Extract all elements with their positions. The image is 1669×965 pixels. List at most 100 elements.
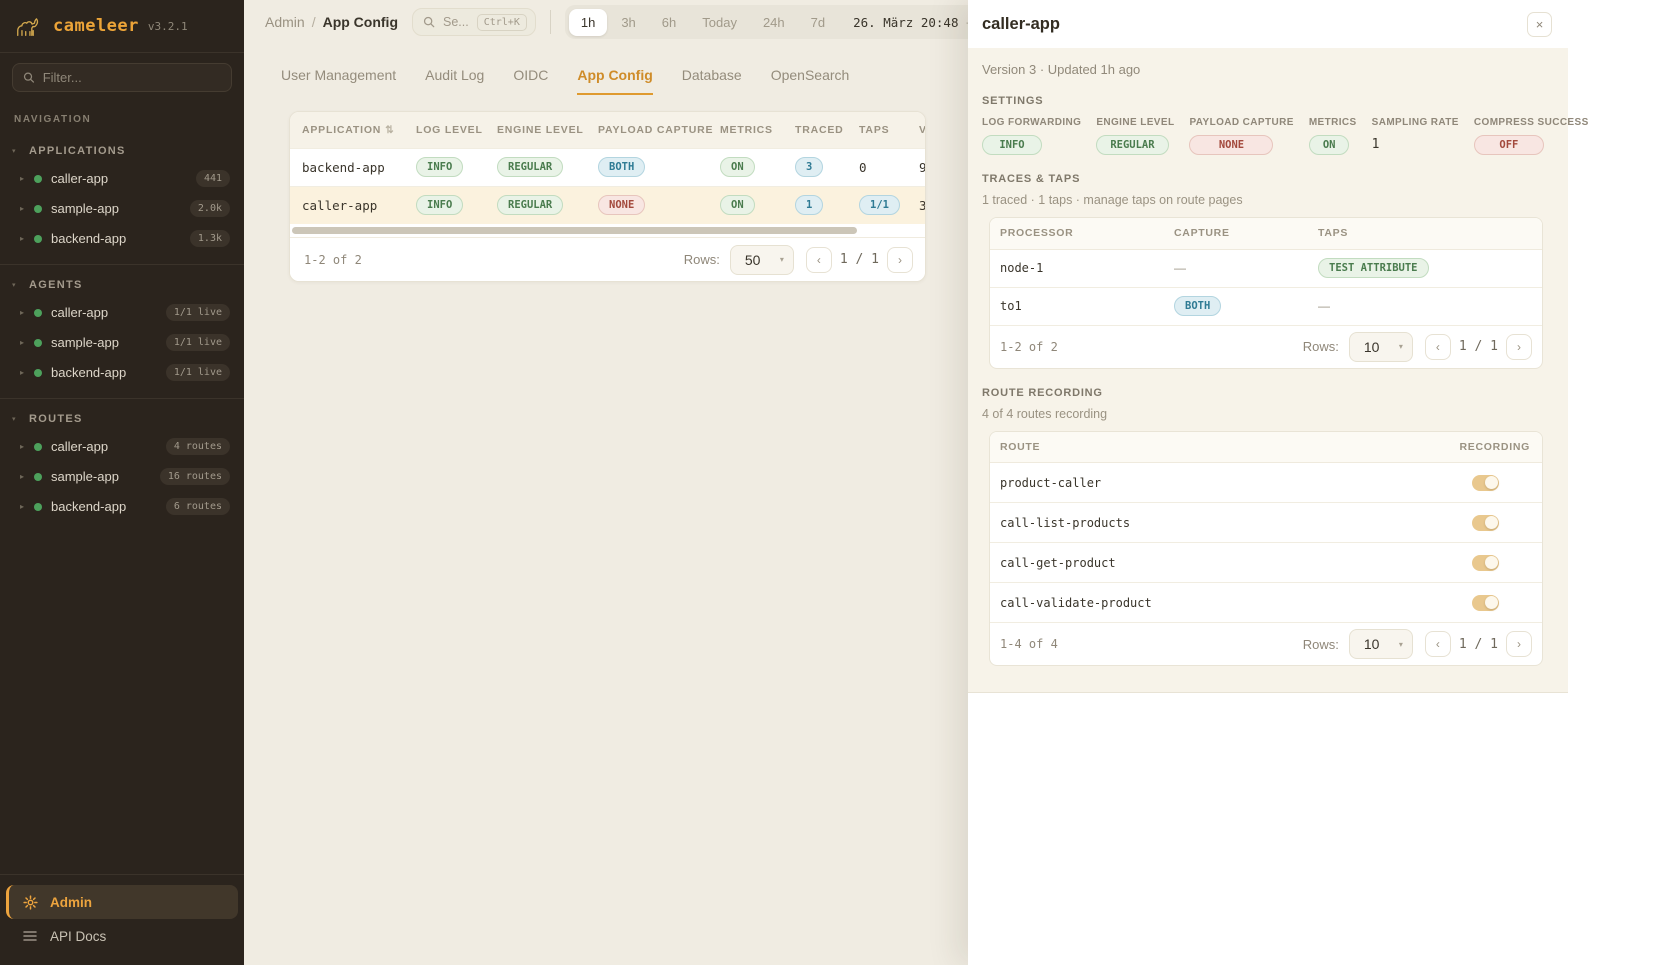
item-label: sample-app [51, 201, 119, 216]
sidebar-item-applications-caller-app[interactable]: ▸ caller-app 441 [0, 164, 244, 194]
next-page-button[interactable]: › [1506, 631, 1532, 657]
tab-database[interactable]: Database [681, 67, 742, 83]
col-application[interactable]: APPLICATION ⇅ [290, 112, 404, 148]
chevron-right-icon[interactable]: ▸ [20, 472, 25, 481]
time-range-24h[interactable]: 24h [751, 9, 797, 36]
field-label: ENGINE LEVEL [1096, 117, 1175, 128]
prev-page-button[interactable]: ‹ [1424, 631, 1451, 657]
col-recording: RECORDING [1412, 431, 1542, 463]
item-label: caller-app [51, 439, 109, 454]
recording-toggle[interactable] [1472, 474, 1499, 491]
sidebar-item-agents-caller-app[interactable]: ▸ caller-app 1/1 live [0, 298, 244, 328]
sidebar-footer: Admin API Docs [0, 874, 244, 965]
page-indicator: 1 / 1 [1458, 636, 1498, 652]
field-label: LOG FORWARDING [982, 117, 1082, 128]
col-route: ROUTE [990, 431, 1412, 463]
taps-badge: 1/1 [859, 195, 900, 216]
prev-page-button[interactable]: ‹ [1424, 333, 1451, 360]
sidebar-item-applications-sample-app[interactable]: ▸ sample-app 2.0k [0, 194, 244, 224]
panel-header: caller-app × [968, 0, 1568, 48]
traced-badge: 1 [795, 195, 824, 216]
sidebar-item-routes-backend-app[interactable]: ▸ backend-app 6 routes [0, 492, 244, 522]
table-row-to1[interactable]: to1 BOTH — [990, 287, 1542, 326]
item-label: backend-app [51, 231, 127, 246]
tab-oidc[interactable]: OIDC [513, 67, 549, 83]
rows-per-page-value: 10 [1363, 338, 1380, 355]
detail-panel: caller-app × Version 3 · Updated 1h ago … [968, 0, 1669, 965]
section-header-agents[interactable]: ▾ AGENTS [0, 273, 244, 298]
chevron-right-icon[interactable]: ▸ [20, 234, 25, 243]
sidebar-item-applications-backend-app[interactable]: ▸ backend-app 1.3k [0, 224, 244, 254]
chevron-right-icon[interactable]: ▸ [20, 368, 25, 377]
sidebar-item-agents-backend-app[interactable]: ▸ backend-app 1/1 live [0, 358, 244, 388]
next-page-button[interactable]: › [887, 246, 913, 273]
tab-app-config[interactable]: App Config [577, 67, 653, 95]
table-row-backend-app[interactable]: backend-app INFO REGULAR BOTH ON 3 0 9 [290, 147, 925, 186]
page-indicator: 1 / 1 [1458, 339, 1498, 354]
table-row-product-caller[interactable]: product-caller [990, 462, 1542, 503]
time-range-3h[interactable]: 3h [609, 9, 647, 36]
section-header-applications[interactable]: ▾ APPLICATIONS [0, 139, 244, 164]
section-header-routes[interactable]: ▾ ROUTES [0, 407, 244, 432]
cell-version: 9 [907, 147, 925, 186]
breadcrumb-separator: / [311, 14, 316, 30]
col-log-level: LOG LEVEL [404, 112, 485, 148]
sidebar-item-api-docs[interactable]: API Docs [6, 919, 238, 953]
chevron-right-icon[interactable]: ▸ [20, 502, 25, 511]
prev-page-button[interactable]: ‹ [805, 246, 832, 273]
tab-audit-log[interactable]: Audit Log [425, 67, 485, 83]
tab-user-management[interactable]: User Management [281, 67, 397, 83]
sort-icon[interactable]: ⇅ [385, 124, 395, 136]
cell-processor: node-1 [990, 249, 1164, 288]
rows-per-page-label: Rows: [1302, 636, 1339, 652]
logo-row: cameleer v3.2.1 [0, 0, 244, 53]
time-range-6h[interactable]: 6h [650, 9, 688, 36]
table-row-call-get-product[interactable]: call-get-product [990, 542, 1542, 583]
cell-route: call-get-product [990, 542, 1412, 583]
item-label: backend-app [51, 365, 127, 380]
sampling-rate-value: 1 [1371, 137, 1380, 152]
sidebar-item-agents-sample-app[interactable]: ▸ sample-app 1/1 live [0, 328, 244, 358]
section-label: ROUTES [29, 413, 83, 425]
table-row-node-1[interactable]: node-1 — TEST ATTRIBUTE [990, 249, 1542, 288]
rows-per-page-select[interactable]: 10 ▾ [1348, 629, 1413, 659]
recording-toggle[interactable] [1472, 594, 1499, 611]
table-row-call-list-products[interactable]: call-list-products [990, 502, 1542, 543]
sidebar-item-routes-caller-app[interactable]: ▸ caller-app 4 routes [0, 432, 244, 462]
chevron-down-icon: ▾ [779, 255, 784, 264]
chevron-right-icon[interactable]: ▸ [20, 204, 25, 213]
time-range-7d[interactable]: 7d [799, 9, 837, 36]
status-dot-icon [34, 174, 42, 183]
sidebar-filter[interactable] [12, 63, 232, 92]
time-range-today[interactable]: Today [690, 9, 749, 36]
rows-per-page-select[interactable]: 50 ▾ [729, 244, 794, 275]
sidebar-item-routes-sample-app[interactable]: ▸ sample-app 16 routes [0, 462, 244, 492]
table-row-call-validate-product[interactable]: call-validate-product [990, 582, 1542, 623]
close-panel-button[interactable]: × [1527, 11, 1552, 37]
cell-route: product-caller [990, 462, 1412, 503]
field-engine-level: ENGINE LEVEL REGULAR [1096, 117, 1174, 155]
global-search-button[interactable]: Se... Ctrl+K [412, 8, 536, 36]
route-recording-table: ROUTE RECORDING product-caller call-list… [990, 431, 1542, 623]
table-row-caller-app-selected[interactable]: caller-app INFO REGULAR NONE ON 1 1/1 3 [290, 185, 925, 224]
scrollbar-thumb[interactable] [292, 227, 857, 234]
time-range-1h[interactable]: 1h [568, 8, 608, 36]
breadcrumb-parent[interactable]: Admin [265, 14, 305, 30]
chevron-right-icon[interactable]: ▸ [20, 442, 25, 451]
recording-toggle[interactable] [1472, 554, 1499, 571]
filter-input[interactable] [42, 70, 221, 85]
rows-per-page-select[interactable]: 10 ▾ [1348, 331, 1413, 362]
chevron-right-icon[interactable]: ▸ [20, 174, 25, 183]
next-page-button[interactable]: › [1506, 333, 1532, 360]
tab-opensearch[interactable]: OpenSearch [770, 67, 850, 83]
item-badge: 1/1 live [165, 304, 230, 321]
chevron-right-icon[interactable]: ▸ [20, 338, 25, 347]
app-config-table: APPLICATION ⇅ LOG LEVEL ENGINE LEVEL PAYL… [290, 112, 925, 224]
sidebar-item-admin[interactable]: Admin [6, 885, 238, 919]
chevron-right-icon[interactable]: ▸ [20, 308, 25, 317]
log-forwarding-badge: INFO [982, 135, 1042, 155]
item-label: caller-app [51, 171, 109, 186]
col-payload-capture: PAYLOAD CAPTURE [586, 112, 712, 148]
recording-toggle[interactable] [1472, 514, 1499, 531]
